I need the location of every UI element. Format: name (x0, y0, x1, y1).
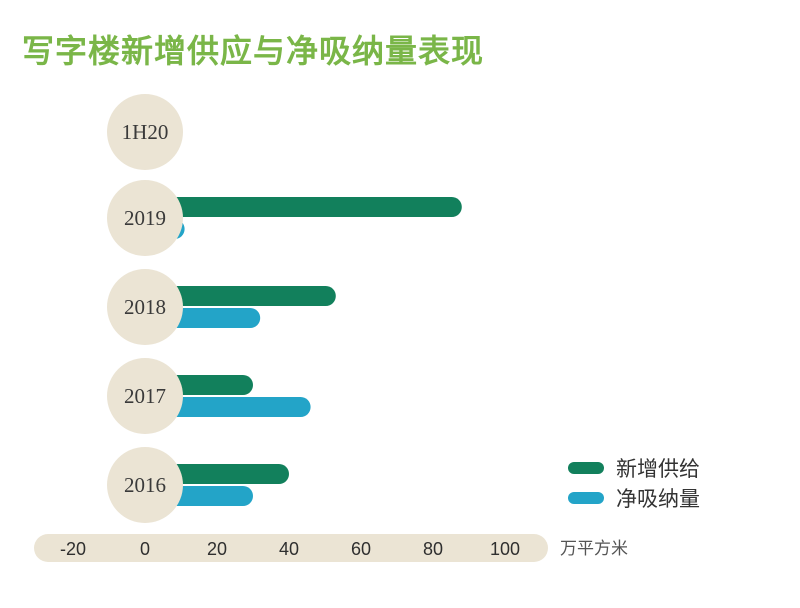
category-badge (107, 269, 183, 345)
x-tick-label: -20 (60, 539, 86, 559)
category-badges: 1H20 2019 2018 2017 2016 (107, 94, 183, 523)
legend-label: 净吸纳量 (616, 487, 700, 511)
supply-bar-2019 (125, 197, 462, 217)
category-badge (107, 447, 183, 523)
x-tick-label: 0 (140, 539, 150, 559)
category-label: 2019 (124, 206, 166, 230)
category-label: 2016 (124, 473, 166, 497)
legend-label: 新增供给 (616, 457, 700, 481)
x-axis: -20 0 20 40 60 80 100 万平方米 (34, 534, 628, 562)
category-badge (107, 358, 183, 434)
x-tick-label: 80 (423, 539, 443, 559)
chart-title: 写字楼新增供应与净吸纳量表现 (22, 32, 485, 70)
x-tick-label: 40 (279, 539, 299, 559)
legend-swatch (568, 462, 604, 474)
category-label: 2018 (124, 295, 166, 319)
x-axis-band (34, 534, 548, 562)
category-label: 1H20 (122, 120, 169, 144)
category-badge (107, 94, 183, 170)
x-tick-label: 60 (351, 539, 371, 559)
x-tick-label: 100 (490, 539, 520, 559)
category-badge (107, 180, 183, 256)
legend-swatch (568, 492, 604, 504)
x-tick-label: 20 (207, 539, 227, 559)
unit-label: 万平方米 (560, 539, 628, 559)
category-label: 2017 (124, 384, 166, 408)
